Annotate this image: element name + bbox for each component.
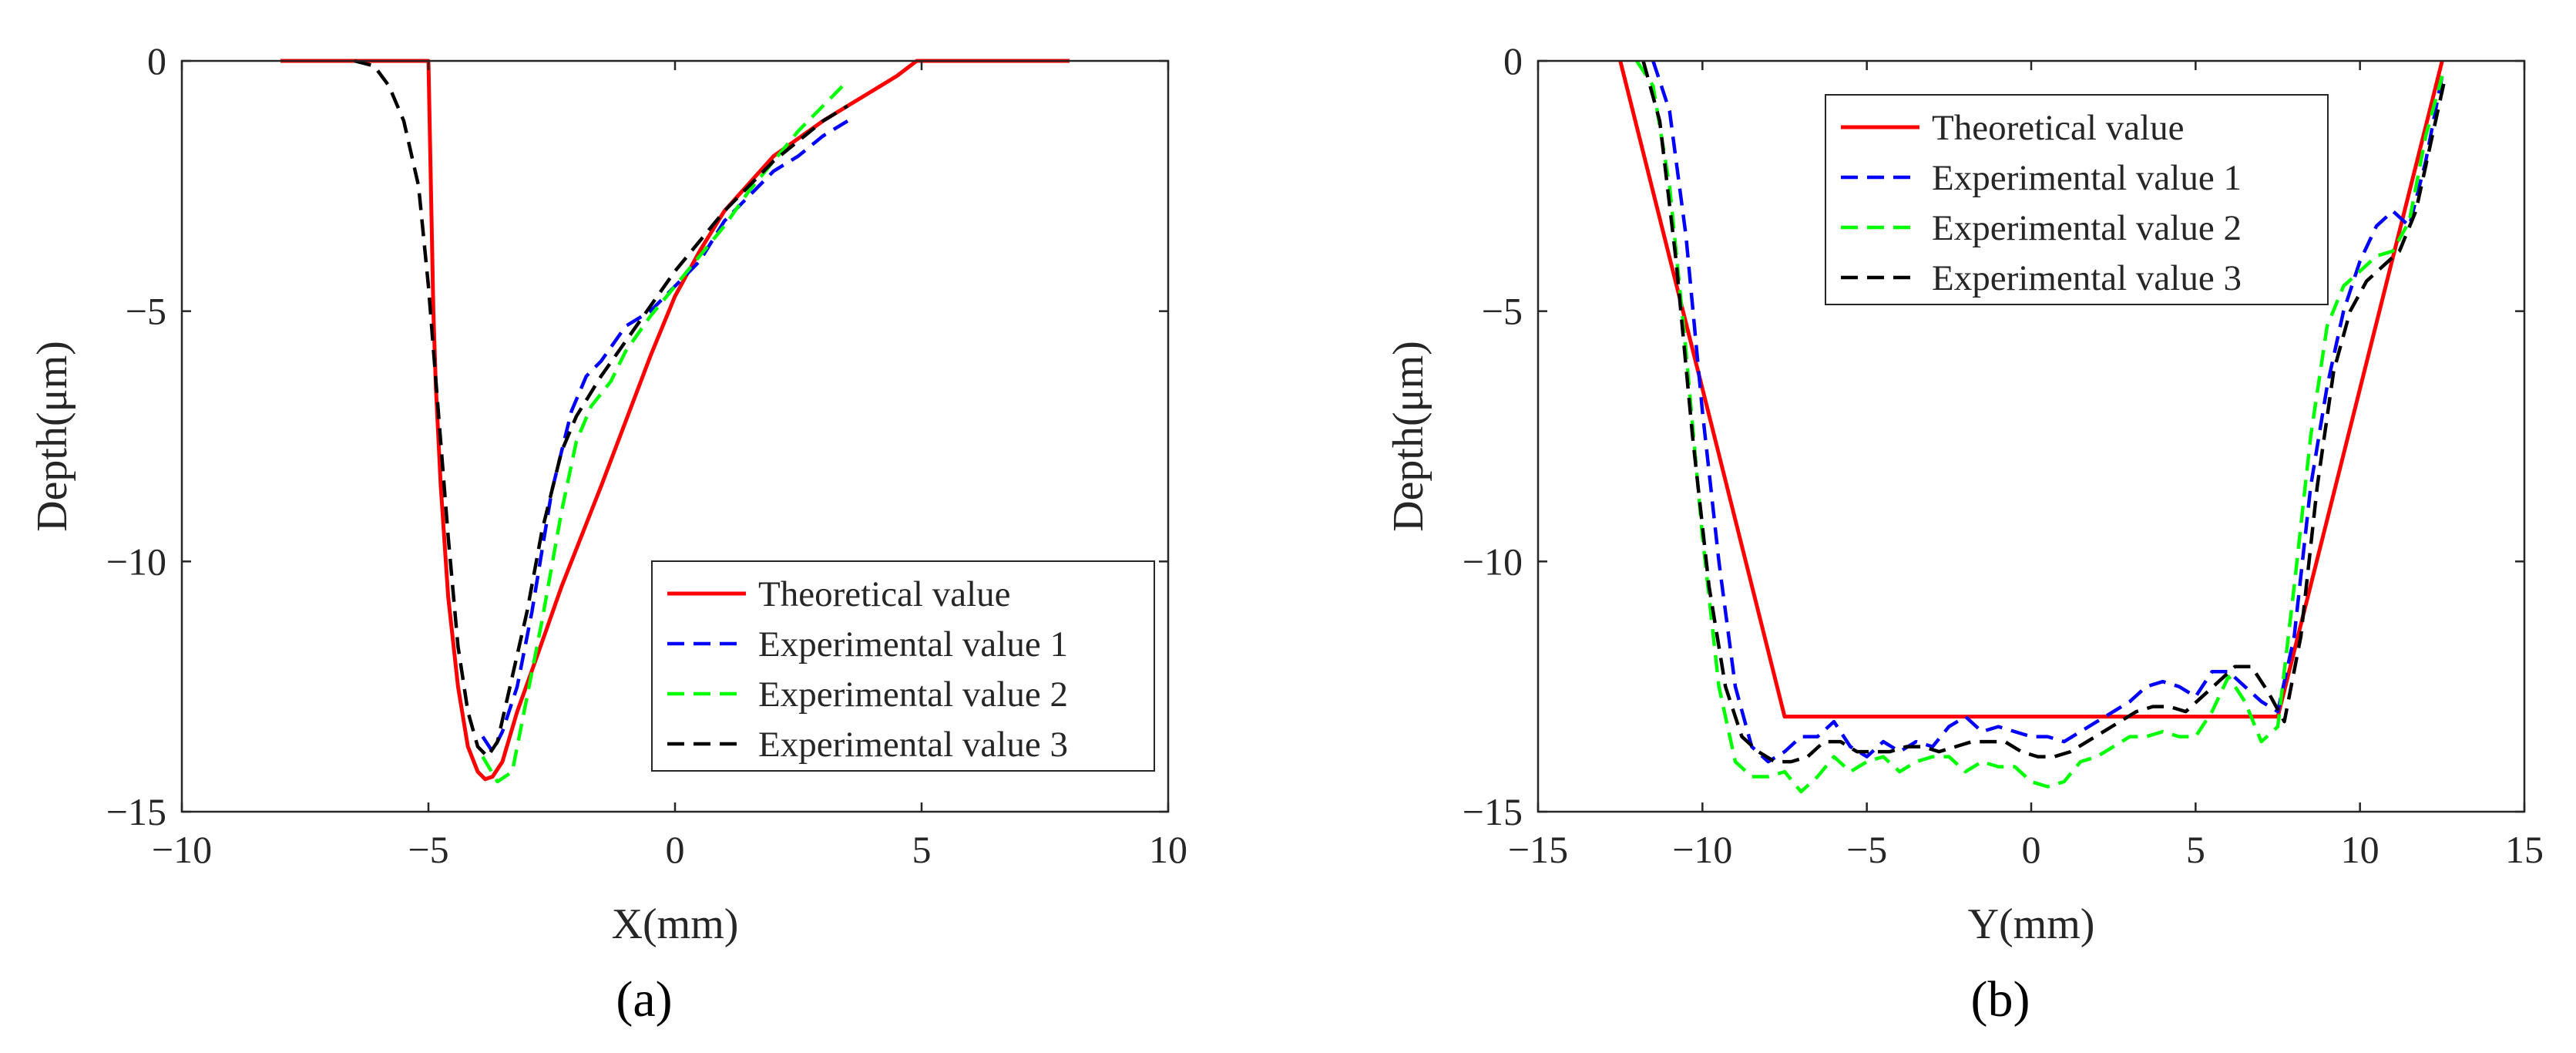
panel-a-series-experimental-value-1 <box>481 119 849 754</box>
panel-b-x-tick-label: −10 <box>1672 828 1732 871</box>
panel-b-plot-area <box>1618 59 2447 794</box>
panel-a-y-tick-label: −15 <box>106 790 166 833</box>
panel-a-x-tick-label: −10 <box>152 828 212 871</box>
panel-a-x-tick-label: −5 <box>408 828 448 871</box>
panel-b-series-experimental-value-2 <box>1635 59 2444 794</box>
panel-a-x-axis-label: X(mm) <box>612 900 739 948</box>
panel-a-y-tick-label: −5 <box>126 290 166 333</box>
panel-b-legend-box <box>1825 94 2329 305</box>
panel-b-x-tick-label: 10 <box>2341 828 2380 871</box>
panel-b-legend-label-experimental-value-1: Experimental value 1 <box>1932 158 2242 198</box>
panel-a-chart: −10 −5 0 5 100−5−10−15 X(mm) Depth(μm) Theor… <box>29 39 1187 1028</box>
panel-a-series-experimental-value-2 <box>481 79 849 784</box>
panel-b-legend-label-theoretical-value: Theoretical value <box>1932 108 2185 148</box>
panel-a-series-experimental-value-3 <box>354 59 849 759</box>
panel-a-legend: Theoretical value Experimental value 1 Exp… <box>651 560 1155 772</box>
panel-b-chart: −15 −10 −5 0 5 10 150−5−10−15 Y(mm) Depth(μm) … <box>1385 39 2544 1028</box>
panel-b-legend-label-experimental-value-3: Experimental value 3 <box>1932 258 2242 298</box>
panel-b-series-theoretical-value <box>1618 60 2444 719</box>
panel-b-label: (b) <box>1971 971 2030 1028</box>
panel-b-y-axis-label: Depth(μm) <box>1385 341 1432 532</box>
panel-a-y-axis-label: Depth(μm) <box>29 341 76 532</box>
panel-b-y-tick-label: −5 <box>1482 290 1523 333</box>
panel-a-legend-label-experimental-value-2: Experimental value 2 <box>758 675 1068 715</box>
panel-b-legend-label-experimental-value-2: Experimental value 2 <box>1932 208 2242 248</box>
panel-b-series-experimental-value-1 <box>1651 60 2444 764</box>
panel-b-x-tick-label: 0 <box>2022 828 2041 871</box>
panel-a-ticks: −10 −5 0 5 100−5−10−15 <box>106 39 1187 871</box>
panel-b-series-experimental-value-3 <box>1641 60 2447 764</box>
panel-a-legend-label-experimental-value-3: Experimental value 3 <box>758 725 1068 765</box>
panel-a-x-tick-label: 0 <box>666 828 685 871</box>
panel-a-y-tick-label: 0 <box>147 39 166 82</box>
panel-a-legend-label-theoretical-value: Theoretical value <box>758 574 1011 614</box>
panel-a-label: (a) <box>616 971 672 1028</box>
panel-b-x-tick-label: 5 <box>2186 828 2205 871</box>
panel-b-y-tick-label: −15 <box>1463 790 1523 833</box>
panel-a-y-tick-label: −10 <box>106 540 166 583</box>
panel-b-y-tick-label: −10 <box>1463 540 1523 583</box>
panel-a-series-theoretical-value <box>280 59 1070 782</box>
panel-a-x-tick-label: 10 <box>1149 828 1187 871</box>
panel-a-x-tick-label: 5 <box>912 828 932 871</box>
panel-a-legend-label-experimental-value-1: Experimental value 1 <box>758 624 1068 664</box>
panel-a-plot-area <box>280 59 1070 784</box>
panel-b-y-tick-label: 0 <box>1503 39 1523 82</box>
panel-b-x-axis-label: Y(mm) <box>1968 900 2095 948</box>
panel-b-x-tick-label: −15 <box>1508 828 1568 871</box>
panel-b-x-tick-label: 15 <box>2505 828 2544 871</box>
panel-b-legend: Theoretical value Experimental value 1 Exp… <box>1825 94 2329 305</box>
panel-b-x-tick-label: −5 <box>1846 828 1887 871</box>
panel-a-legend-box <box>651 560 1155 772</box>
panel-b-ticks: −15 −10 −5 0 5 10 15 0 −5 −10 −15 <box>1463 39 2544 871</box>
